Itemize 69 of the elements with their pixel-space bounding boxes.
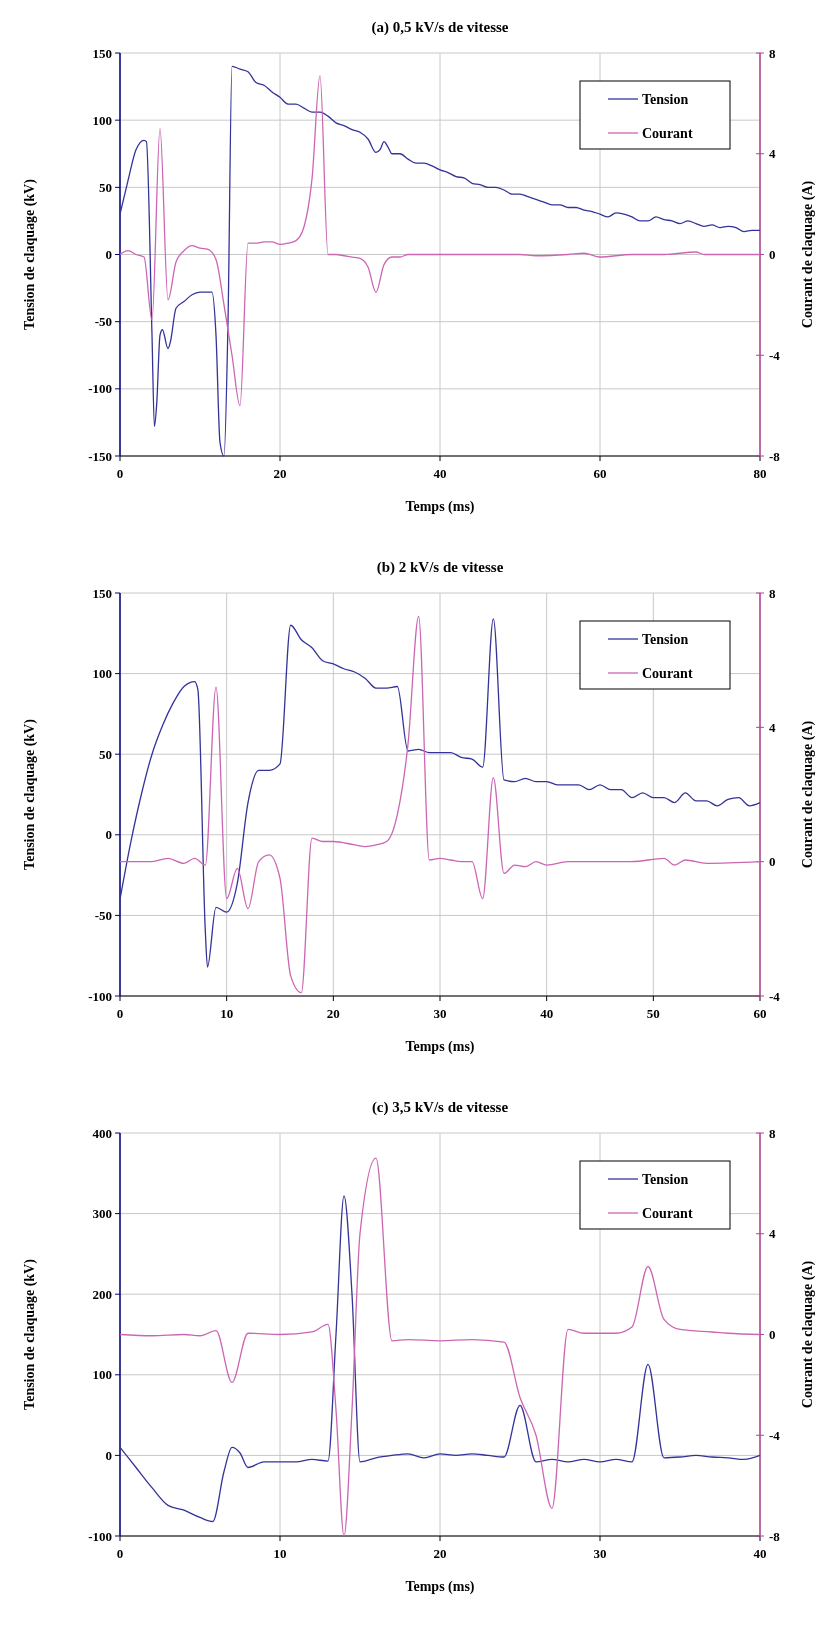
legend-label: Tension (642, 632, 689, 647)
y2-tick-label: 8 (769, 1125, 776, 1141)
y2-tick-label: 4 (769, 1226, 776, 1242)
y-tick-label: 150 (92, 45, 112, 61)
y-tick-label: 50 (99, 746, 112, 762)
y-tick-label: 0 (105, 247, 112, 262)
y-tick-label: 400 (92, 1125, 112, 1141)
y2-tick-label: 4 (769, 146, 776, 162)
y-tick-label: 150 (92, 585, 112, 601)
chart-title: (b) 2 kV/s de vitesse (376, 559, 504, 576)
x-axis-title: Temps (ms) (405, 499, 475, 515)
y-tick-label: -50 (94, 907, 112, 923)
y-tick-label: 0 (105, 827, 112, 843)
y2-axis-title: Courant de claquage (A) (800, 1260, 816, 1409)
y2-tick-label: 0 (769, 854, 776, 870)
y-tick-label: 100 (92, 112, 112, 128)
chart-title: (a) 0,5 kV/s de vitesse (371, 19, 509, 36)
y-axis-title: Tension de claquage (kV) (22, 1258, 38, 1410)
legend-label: Tension (642, 92, 689, 107)
x-tick-label: 60 (593, 466, 607, 481)
y2-axis-title: Courant de claquage (A) (800, 720, 816, 869)
x-tick-label: 40 (433, 466, 447, 481)
y2-tick-label: 8 (769, 585, 776, 601)
y-tick-label: 100 (92, 666, 112, 682)
legend-label: Courant (642, 1206, 693, 1221)
y-tick-label: -50 (94, 314, 112, 330)
y2-tick-label: -4 (769, 1427, 781, 1443)
x-tick-label: 20 (326, 1006, 340, 1021)
y-tick-label: 100 (92, 1367, 112, 1383)
y2-tick-label: 8 (769, 45, 776, 61)
y2-tick-label: 4 (769, 719, 776, 735)
x-tick-label: 0 (116, 1006, 124, 1021)
y2-tick-label: -8 (769, 1528, 781, 1544)
chart-title: (c) 3,5 kV/s de vitesse (371, 1099, 509, 1116)
y2-tick-label: 0 (769, 247, 776, 262)
y2-tick-label: -4 (769, 347, 781, 363)
y-tick-label: -150 (88, 448, 112, 464)
x-tick-label: 30 (433, 1006, 447, 1021)
x-axis-title: Temps (ms) (405, 1039, 475, 1055)
x-tick-label: 10 (220, 1006, 234, 1021)
x-tick-label: 20 (433, 1546, 447, 1561)
legend-label: Tension (642, 1172, 689, 1187)
x-tick-label: 40 (753, 1546, 767, 1561)
x-tick-label: 0 (116, 466, 124, 481)
y-tick-label: -100 (88, 1528, 112, 1544)
legend-label: Courant (642, 666, 693, 681)
y-axis-title: Tension de claquage (kV) (22, 718, 38, 870)
x-tick-label: 0 (116, 1546, 124, 1561)
x-tick-label: 60 (753, 1006, 767, 1021)
x-tick-label: 30 (593, 1546, 607, 1561)
x-axis-title: Temps (ms) (405, 1579, 475, 1595)
y2-tick-label: -4 (769, 988, 781, 1004)
y-tick-label: 0 (105, 1447, 112, 1463)
x-tick-label: 20 (273, 466, 287, 481)
y-tick-label: -100 (88, 381, 112, 397)
legend-label: Courant (642, 126, 693, 141)
y-tick-label: 300 (92, 1206, 112, 1222)
x-tick-label: 10 (273, 1546, 287, 1561)
y-axis-title: Tension de claquage (kV) (22, 178, 38, 330)
y2-tick-label: -8 (769, 448, 781, 464)
y-tick-label: 50 (99, 179, 112, 195)
x-tick-label: 80 (753, 466, 767, 481)
y2-axis-title: Courant de claquage (A) (800, 180, 816, 329)
line-series (119, 75, 761, 407)
y-tick-label: 200 (92, 1286, 112, 1302)
x-tick-label: 40 (540, 1006, 554, 1021)
y-tick-label: -100 (88, 988, 112, 1004)
x-tick-label: 50 (646, 1006, 660, 1021)
y2-tick-label: 0 (769, 1327, 776, 1342)
